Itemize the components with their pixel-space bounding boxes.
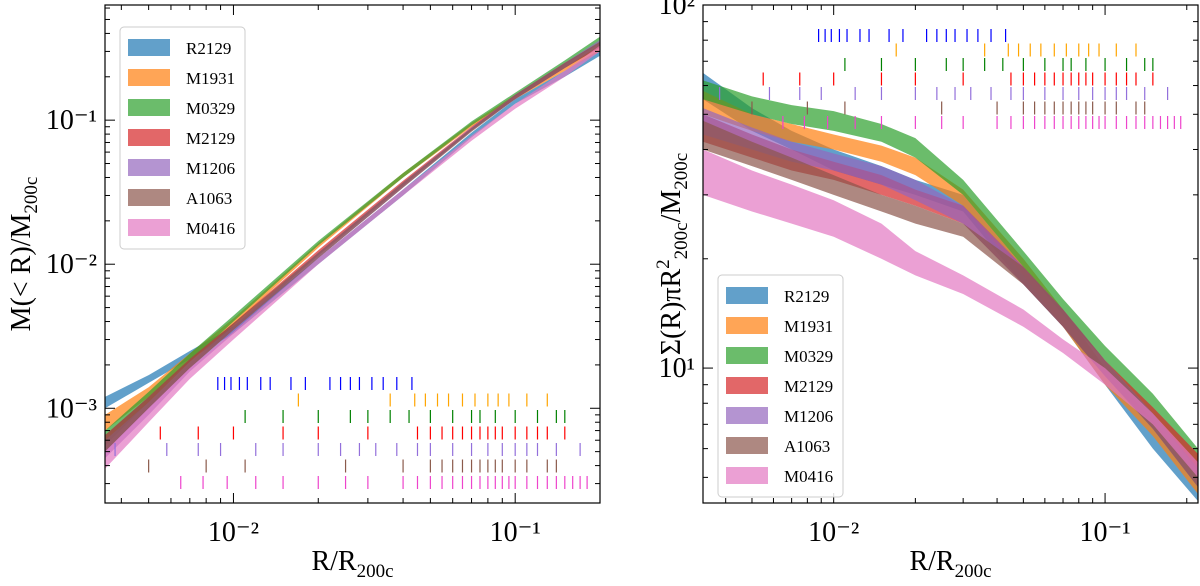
axes-frame (104, 4, 601, 504)
y-axis-label-part: 2 (653, 259, 674, 269)
axes-frame (702, 4, 1199, 504)
x-tick-label: 10⁻¹ (490, 517, 541, 548)
legend-swatch (726, 377, 768, 394)
legend-swatch (726, 287, 768, 304)
legend-label: M0416 (186, 219, 235, 238)
y-tick-label: 10¹ (659, 353, 695, 384)
band (105, 49, 600, 409)
y-tick-label: 10⁻¹ (46, 105, 97, 136)
legend-label: A1063 (186, 189, 232, 208)
legend-label: M1931 (186, 69, 235, 88)
x-tick-label: 10⁻² (808, 517, 859, 548)
y-axis-label-part: 200c (21, 177, 42, 214)
legend-swatch (128, 129, 170, 146)
legend-swatch (128, 39, 170, 56)
band (703, 149, 1198, 478)
legend-label: M1931 (784, 317, 833, 336)
legend-label: R2129 (784, 287, 829, 306)
legend-label: R2129 (186, 39, 231, 58)
legend-swatch (726, 467, 768, 484)
x-axis-label-part: 200c (357, 561, 394, 582)
y-tick-label: 10⁻³ (46, 393, 97, 424)
legend-swatch (128, 69, 170, 86)
plot-area (703, 29, 1198, 502)
y-tick-label: 10⁻² (46, 249, 97, 280)
legend-swatch (128, 99, 170, 116)
legend-swatch (128, 159, 170, 176)
legend-swatch (726, 317, 768, 334)
y-axis-label-part: /M (656, 190, 687, 223)
y-axis-label: Σ(R)πR2200c/M200c (653, 153, 692, 356)
legend-label: M0329 (186, 99, 235, 118)
legend-label: M2129 (784, 377, 833, 396)
x-axis-label-part: R/R (311, 546, 356, 577)
y-axis-label: M(< R)/M200c (6, 177, 42, 332)
legend-label: A1063 (784, 437, 830, 456)
plot-area (105, 36, 600, 489)
x-tick-label: 10⁻² (208, 517, 259, 548)
legend-label: M2129 (186, 129, 235, 148)
legend-swatch (128, 219, 170, 236)
band (703, 120, 1198, 488)
legend-swatch (726, 347, 768, 364)
x-axis-label: R/R200c (311, 546, 393, 582)
legend-swatch (726, 407, 768, 424)
y-axis-label-part: M(< R)/M (6, 214, 37, 332)
legend-label: M1206 (186, 159, 235, 178)
x-axis-label-part: 200c (955, 561, 992, 582)
y-axis-label-part: 200c (671, 153, 692, 190)
legend-label: M1206 (784, 407, 833, 426)
legend-swatch (128, 189, 170, 206)
y-tick-label: 10² (659, 0, 695, 21)
x-tick-label: 10⁻¹ (1079, 517, 1130, 548)
y-axis-label-part: Σ(R)πR (656, 268, 687, 355)
x-axis-label: R/R200c (909, 546, 991, 582)
legend-label: M0416 (784, 467, 833, 486)
y-axis-label-part: 200c (671, 222, 692, 259)
legend-swatch (726, 437, 768, 454)
x-axis-label-part: R/R (909, 546, 954, 577)
legend-label: M0329 (784, 347, 833, 366)
